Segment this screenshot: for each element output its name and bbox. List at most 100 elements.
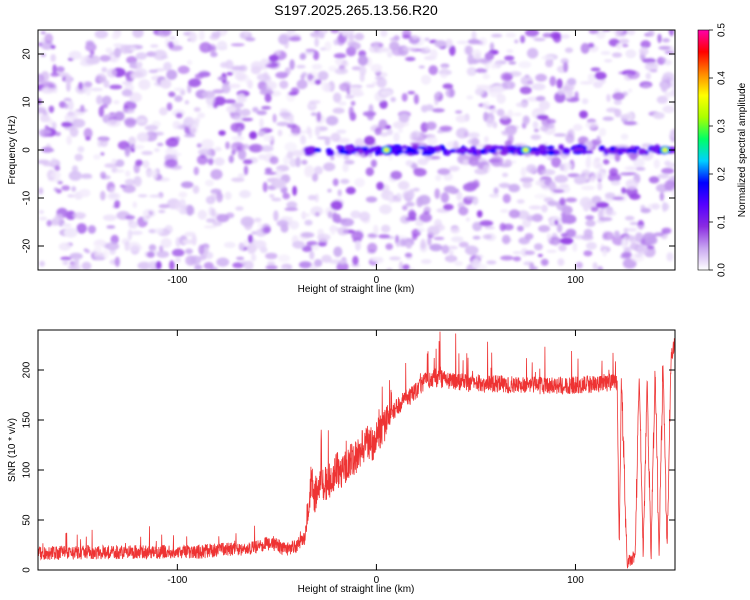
heatmap-cell [262, 181, 268, 193]
heatmap-cell [231, 177, 245, 183]
heatmap-cell [445, 149, 451, 156]
heatmap-cell [594, 170, 607, 180]
heatmap-cell [590, 67, 601, 72]
heatmap-cell [84, 81, 93, 88]
heatmap-cell [257, 130, 265, 137]
heatmap-cell [330, 200, 343, 211]
heatmap-cell [278, 254, 291, 263]
heatmap-cell [196, 143, 202, 148]
heatmap-cell [524, 250, 536, 256]
heatmap-cell [378, 234, 391, 239]
heatmap-cell [237, 149, 247, 161]
heatmap-cell [216, 192, 223, 203]
heatmap-cell [240, 108, 251, 117]
heatmap-cell [496, 93, 506, 104]
snr-x-label: Height of straight line (km) [298, 584, 415, 595]
heatmap-cell [341, 30, 349, 37]
heatmap-cell [100, 190, 106, 201]
heatmap-cell [627, 70, 640, 80]
heatmap-cell [288, 36, 302, 42]
heatmap-cell [292, 240, 305, 249]
heatmap-cell [199, 42, 212, 53]
heatmap-cell [288, 133, 302, 137]
heatmap-cell [320, 47, 327, 51]
heatmap-cell [276, 220, 289, 227]
heatmap-cell [300, 135, 307, 145]
heatmap-cell [389, 256, 401, 261]
heatmap-cell [265, 81, 277, 90]
heatmap-cell [146, 170, 156, 177]
heatmap-cell [499, 222, 506, 232]
heatmap-cell [56, 188, 62, 194]
heatmap-cell [474, 87, 485, 96]
heatmap-cell [622, 43, 629, 48]
heatmap-cell [500, 72, 513, 82]
heatmap-cell [536, 114, 549, 120]
heatmap-cell [566, 91, 573, 100]
heatmap-cell [447, 255, 455, 263]
heatmap-cell [650, 147, 660, 153]
heatmap-cell [205, 195, 216, 205]
heatmap-cell [268, 54, 279, 62]
heatmap-cell [653, 159, 660, 169]
heatmap-cell [148, 244, 157, 252]
heatmap-cell [526, 47, 539, 59]
heatmap-cell [198, 30, 205, 41]
heatmap-cell [154, 147, 160, 153]
heatmap-cell [166, 69, 178, 81]
heatmap-cell [468, 157, 479, 167]
heatmap-cell [173, 87, 185, 92]
heatmap-cell [418, 227, 425, 232]
heatmap-cell [156, 250, 170, 258]
heatmap-cell [191, 234, 197, 246]
heatmap-cell [484, 136, 489, 143]
heatmap-cell [280, 267, 289, 270]
heatmap-cell [520, 35, 526, 44]
heatmap-cell [114, 256, 121, 267]
heatmap-cell [391, 145, 398, 151]
snr-x-axis: -100 0 100 [167, 330, 584, 586]
heatmap-cell [598, 209, 604, 220]
heatmap-cell [559, 197, 566, 206]
heatmap-cell [587, 73, 597, 83]
heatmap-cell [420, 74, 432, 85]
x-tick-label: 0 [374, 275, 380, 286]
heatmap-cell [379, 100, 388, 109]
heatmap-cell [94, 30, 108, 39]
heatmap-cell [106, 68, 117, 78]
heatmap-cell [308, 74, 315, 79]
heatmap-cell [560, 237, 574, 245]
heatmap-cell [671, 189, 675, 198]
heatmap-cell [132, 30, 144, 38]
heatmap-cell [267, 261, 276, 266]
heatmap-cell [155, 261, 162, 270]
heatmap-cell [350, 210, 361, 219]
heatmap-cell [561, 85, 575, 91]
heatmap-cell [354, 177, 365, 188]
heatmap-cell [388, 193, 394, 205]
heatmap-cell [644, 61, 659, 72]
heatmap-cell [286, 201, 298, 209]
heatmap-cell [563, 61, 569, 73]
heatmap-cell [48, 83, 55, 89]
heatmap-cell [450, 227, 461, 234]
heatmap-cell [501, 234, 511, 245]
heatmap-cell [407, 91, 416, 95]
heatmap-cell [39, 216, 48, 221]
heatmap-cell [623, 227, 629, 234]
heatmap-cell [428, 147, 437, 154]
heatmap-cell [83, 127, 93, 139]
heatmap-cell [479, 149, 485, 154]
heatmap-cell [502, 193, 511, 204]
heatmap-cell [449, 45, 456, 56]
heatmap-cell [455, 127, 469, 139]
heatmap-cell [188, 32, 198, 43]
heatmap-cell [533, 37, 546, 42]
heatmap-cell [78, 81, 83, 90]
heatmap-cell [439, 125, 453, 132]
heatmap-cell [135, 159, 143, 167]
heatmap-cell [580, 42, 590, 54]
heatmap-cell [484, 52, 495, 61]
heatmap-cell [549, 181, 557, 192]
heatmap-cell [174, 95, 183, 102]
